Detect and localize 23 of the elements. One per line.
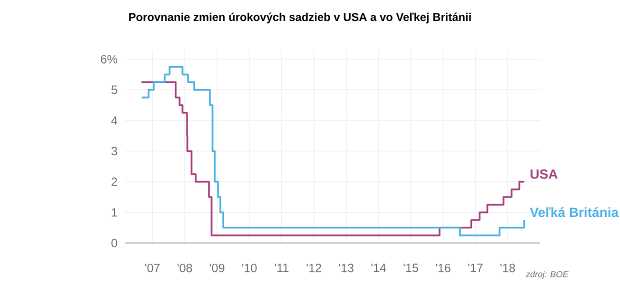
y-tick-label: 3 (111, 146, 118, 156)
x-tick-label: '09 (210, 264, 224, 272)
text: zdroj: BOE (526, 270, 569, 279)
y-tick-label: 4 (111, 116, 118, 125)
x-tick-label: '15 (404, 264, 418, 272)
x-tick-label: '12 (306, 264, 322, 272)
x-tick-label: '11 (274, 264, 288, 272)
y-tick-label: 5 (111, 86, 118, 94)
series-label: Veľká Británia (530, 207, 619, 218)
x-tick-label: '18 (500, 264, 515, 272)
y-tick-label: 6% (100, 54, 118, 64)
x-tick-label: '16 (436, 264, 450, 272)
y-tick-label: 2 (112, 178, 118, 186)
x-tick-label: '17 (468, 264, 483, 272)
x-tick-label: '07 (145, 264, 160, 272)
x-tick-label: '08 (178, 264, 192, 272)
x-tick-label: '10 (242, 264, 257, 272)
y-tick-label: 0 (111, 238, 118, 248)
x-tick-label: '14 (371, 264, 386, 272)
chart-title: Porovnanie zmien úrokových sadzieb v USA a vo Veľkej Británii (129, 12, 471, 24)
y-tick-label: 1 (112, 208, 118, 216)
series-label: USA (530, 169, 558, 179)
x-tick-label: '13 (339, 264, 354, 272)
